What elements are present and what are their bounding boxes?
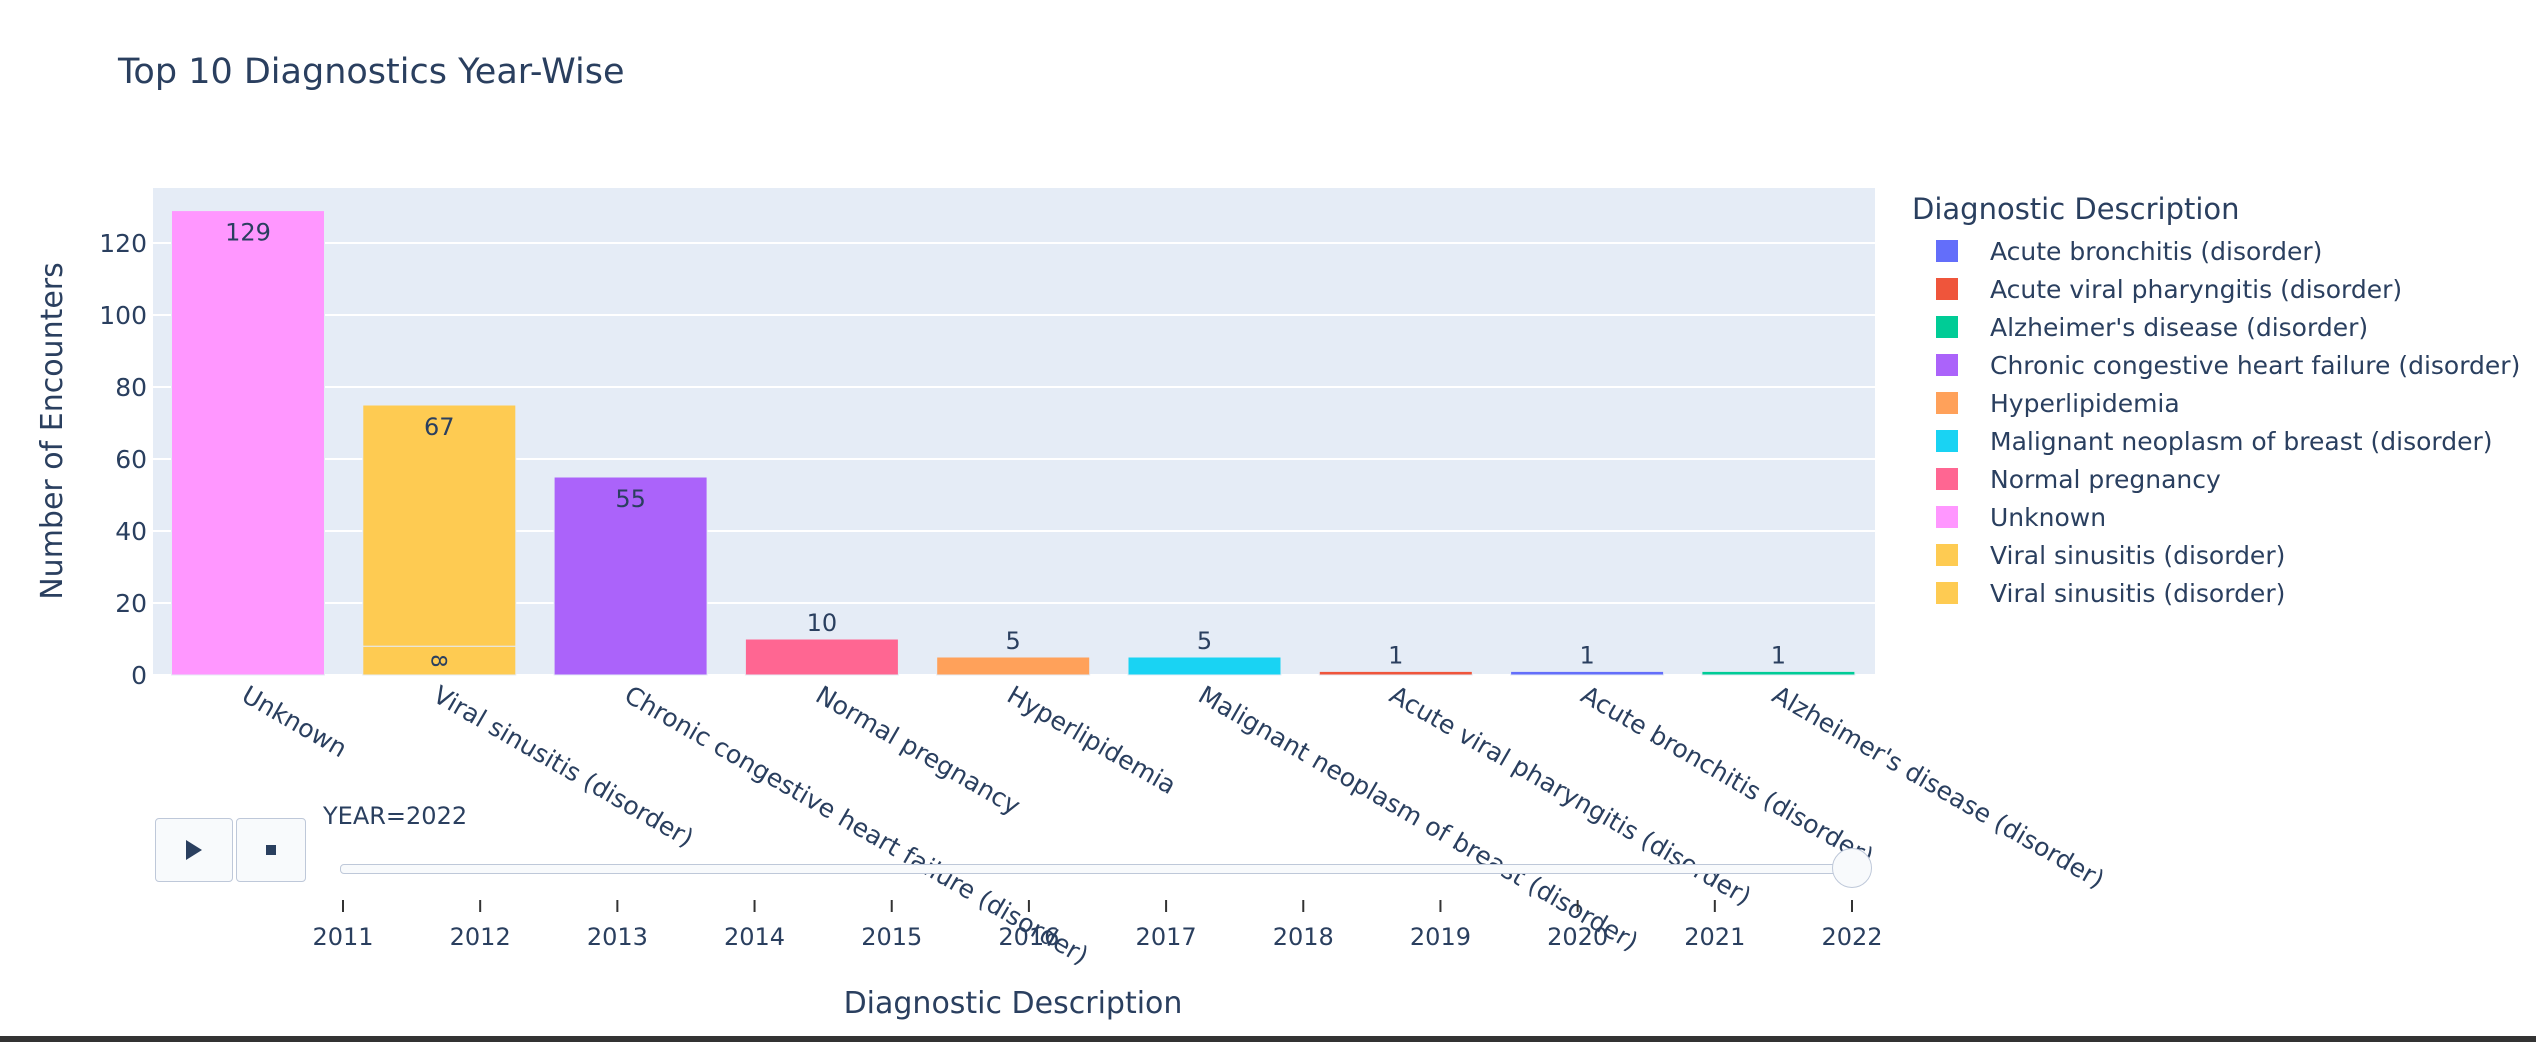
y-tick-label: 60 [115,445,147,474]
bar-segment[interactable] [362,645,517,676]
legend-label: Acute bronchitis (disorder) [1990,236,2323,266]
legend-label: Unknown [1990,502,2107,532]
legend-label: Malignant neoplasm of breast (disorder) [1990,426,2493,456]
legend-item[interactable]: Viral sinusitis (disorder) [1912,536,2520,574]
bar-value-label: 1 [1388,641,1403,669]
legend: Diagnostic Description Acute bronchitis … [1912,192,2520,612]
slider-year-label[interactable]: 2012 [450,923,511,951]
bar-segment[interactable] [1127,656,1282,676]
legend-title: Diagnostic Description [1912,192,2240,226]
y-tick-label: 100 [99,301,147,330]
bar-value-label: 129 [225,219,271,247]
bar-value-label: 5 [1006,627,1021,655]
legend-item[interactable]: Hyperlipidemia [1912,384,2520,422]
legend-swatch [1936,544,1958,566]
y-tick-labels: 0 20 40 60 80 100 120 [99,229,147,690]
legend-label: Hyperlipidemia [1990,388,2180,418]
bar-segment[interactable] [553,476,708,676]
x-tick-label: Hyperlipidemia [1002,680,1181,800]
y-tick-label: 80 [115,373,147,402]
legend-swatch [1936,582,1958,604]
legend-label: Alzheimer's disease (disorder) [1990,312,2369,342]
legend-item[interactable]: Acute viral pharyngitis (disorder) [1912,270,2520,308]
bottom-border [0,1036,2536,1042]
legend-label: Viral sinusitis (disorder) [1990,540,2286,570]
slider-year-label[interactable]: 2019 [1410,923,1471,951]
bar-segment[interactable] [171,210,325,676]
y-tick-label: 0 [131,661,147,690]
legend-item[interactable]: Unknown [1912,498,2520,536]
legend-item[interactable]: Acute bronchitis (disorder) [1912,232,2520,270]
legend-items: Acute bronchitis (disorder) Acute viral p… [1912,232,2520,612]
bar-value-label: 5 [1197,627,1212,655]
slider-year-label[interactable]: 2021 [1684,923,1745,951]
legend-label: Acute viral pharyngitis (disorder) [1990,274,2403,304]
bar-value-label: 1 [1771,641,1786,669]
legend-label: Normal pregnancy [1990,464,2221,494]
stop-icon [266,845,276,855]
play-icon [186,840,202,860]
slider-year-label[interactable]: 2017 [1136,923,1197,951]
stop-button[interactable] [236,818,306,882]
legend-swatch [1936,430,1958,452]
slider-year-label[interactable]: 2013 [587,923,648,951]
slider-year-label[interactable]: 2011 [312,923,373,951]
slider-year-label[interactable]: 2020 [1547,923,1608,951]
y-tick-label: 120 [99,229,147,258]
bar-segment[interactable] [362,404,517,647]
slider-year-label[interactable]: 2014 [724,923,785,951]
slider-year-label[interactable]: 2022 [1821,923,1882,951]
x-tick-label: Alzheimer's disease (disorder) [1767,680,2109,894]
play-button[interactable] [155,818,233,882]
bar-value-label: 55 [615,485,646,513]
bar-value-label: 8 [426,654,450,667]
legend-item[interactable]: Alzheimer's disease (disorder) [1912,308,2520,346]
bar-value-label: 1 [1579,641,1594,669]
y-axis-title: Number of Encounters [35,262,70,600]
legend-label: Viral sinusitis (disorder) [1990,578,2286,608]
legend-item[interactable]: Malignant neoplasm of breast (disorder) [1912,422,2520,460]
x-tick-label: Unknown [237,680,352,763]
y-tick-label: 40 [115,517,147,546]
legend-swatch [1936,354,1958,376]
bar-segment[interactable] [744,638,899,676]
slider-year-label[interactable]: 2016 [998,923,1059,951]
x-tick-label: Acute viral pharyngitis (disorder) [1385,680,1756,911]
legend-swatch [1936,278,1958,300]
slider-year-label[interactable]: 2015 [861,923,922,951]
year-slider-rail[interactable] [340,864,1862,874]
legend-swatch [1936,506,1958,528]
bar-segment[interactable] [936,656,1091,676]
legend-item[interactable]: Viral sinusitis (disorder) [1912,574,2520,612]
legend-swatch [1936,316,1958,338]
legend-swatch [1936,392,1958,414]
year-slider-handle[interactable] [1832,848,1872,888]
legend-swatch [1936,468,1958,490]
bar-value-label: 10 [807,609,838,637]
bar-segment[interactable] [1510,670,1665,676]
slider-year-label[interactable]: 2018 [1273,923,1334,951]
bar-segment[interactable] [1318,670,1473,676]
legend-item[interactable]: Chronic congestive heart failure (disord… [1912,346,2520,384]
legend-label: Chronic congestive heart failure (disord… [1990,350,2521,380]
legend-item[interactable]: Normal pregnancy [1912,460,2520,498]
chart-title: Top 10 Diagnostics Year-Wise [118,52,625,92]
bar-value-label: 67 [424,413,455,441]
x-axis-title: Diagnostic Description [844,986,1183,1021]
y-tick-label: 20 [115,589,147,618]
legend-swatch [1936,240,1958,262]
bar-segment[interactable] [1701,670,1856,676]
slider-current-value: YEAR=2022 [323,802,468,830]
slider-ticks: 2011 2012 2013 2014 2015 2016 2017 2018 2019 2020… [312,900,1883,951]
